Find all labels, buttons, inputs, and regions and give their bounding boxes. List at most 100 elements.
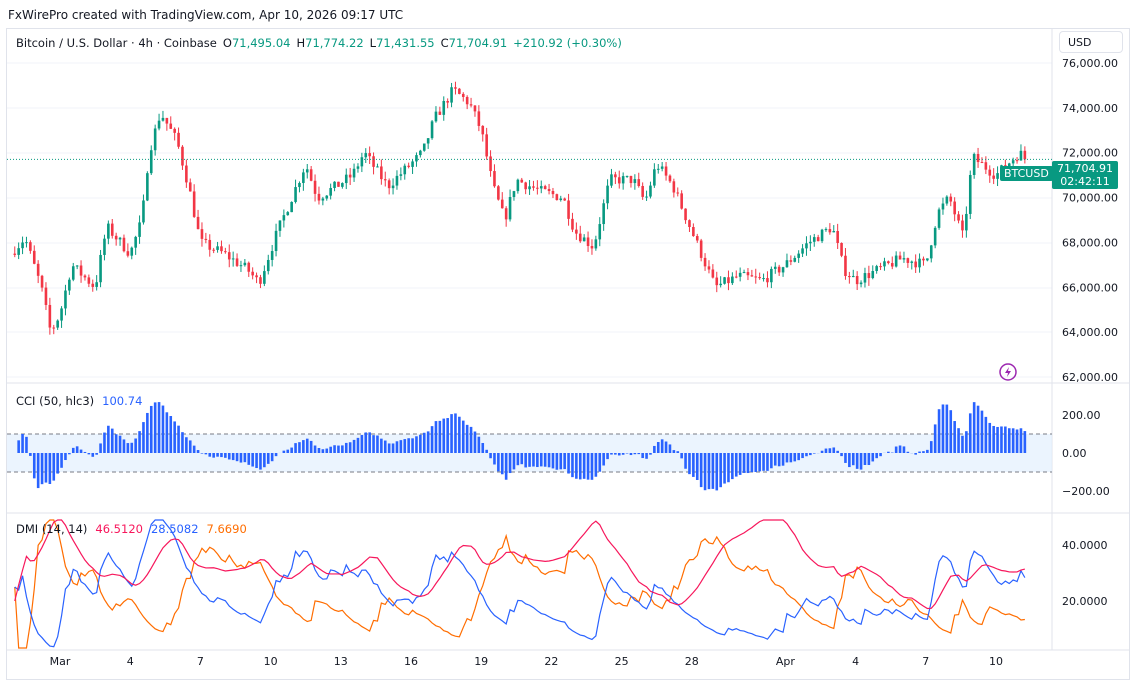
minus-di-value: 7.6690 [206, 522, 247, 536]
candle-body [130, 247, 134, 256]
candle-body [110, 223, 114, 236]
candle-body [602, 203, 605, 225]
candle-body [442, 100, 446, 115]
cci-bar [422, 432, 426, 453]
candle-body [656, 168, 660, 170]
price-axis-label: 68,000.00 [1062, 236, 1118, 249]
candle-body [29, 242, 32, 251]
candle-body [157, 120, 161, 129]
cci-bar [372, 435, 375, 453]
cci-bar [692, 453, 695, 477]
cci-bar [641, 453, 644, 459]
cci-bar [142, 422, 145, 453]
candle-body [867, 273, 871, 279]
candle-body [177, 132, 180, 147]
time-axis-label: 19 [474, 655, 488, 668]
candle-body [559, 198, 563, 201]
time-axis-label: 4 [127, 655, 134, 668]
minus-di-line [14, 519, 1025, 649]
cci-bar [777, 453, 781, 467]
candle-body [629, 175, 633, 184]
candle-body [859, 282, 863, 285]
cci-bar [914, 453, 917, 455]
candle-body [438, 111, 442, 115]
candle-body [941, 203, 945, 210]
cci-bar [497, 453, 500, 472]
candle-body [450, 87, 453, 103]
candle-body [968, 174, 972, 214]
price-axis-label: 66,000.00 [1062, 281, 1118, 294]
candle-body [855, 275, 859, 285]
chart-credit: FxWirePro created with TradingView.com, … [8, 8, 404, 22]
cci-bar [192, 445, 196, 453]
cci-bar [110, 428, 114, 453]
currency-button[interactable]: USD [1059, 31, 1123, 53]
cci-bar [887, 451, 890, 453]
candle-body [411, 161, 414, 167]
candle-body [259, 277, 262, 284]
time-axis-label: 22 [544, 655, 558, 668]
candle-body [91, 283, 95, 287]
candle-body [692, 227, 695, 237]
cci-bar [645, 453, 648, 459]
cci-bar [976, 405, 980, 453]
cci-bar [485, 449, 488, 453]
candle-body [649, 185, 652, 197]
candle-body [368, 153, 371, 157]
cci-bar [688, 453, 691, 475]
cci-bar [337, 445, 340, 453]
candle-body [957, 214, 960, 221]
candle-body [461, 93, 465, 97]
cci-bar [235, 453, 239, 462]
cci-bar [177, 425, 180, 453]
candle-body [25, 242, 28, 244]
price-axis-label: 72,000.00 [1062, 147, 1118, 160]
candle-body [871, 271, 875, 279]
icon-ring [999, 363, 1017, 381]
cci-bar [450, 414, 453, 453]
candle-body [48, 304, 52, 328]
cci-bar [532, 453, 535, 467]
candle-body [621, 176, 625, 184]
cci-bar [789, 453, 793, 463]
cci-bar [376, 435, 379, 453]
candle-body [352, 168, 356, 178]
candle-body [742, 272, 746, 274]
cci-bar [489, 453, 492, 459]
candle-body [578, 233, 582, 242]
chart-frame [6, 28, 1130, 680]
cci-bar [929, 441, 933, 453]
cci-bar [555, 453, 559, 470]
cci-bar [40, 453, 44, 485]
cci-bar [32, 453, 36, 479]
dmi-label: DMI (14, 14) [16, 522, 88, 536]
candle-body [239, 265, 243, 267]
candle-body [614, 174, 617, 178]
cci-bar [602, 453, 605, 466]
cci-axis-label: 200.00 [1062, 409, 1101, 422]
candle-body [407, 165, 410, 167]
cci-bar [785, 453, 789, 463]
cci-bar [383, 440, 387, 453]
cci-bar [415, 436, 418, 453]
cci-bar [75, 446, 79, 453]
cci-histogram [17, 402, 1027, 491]
adx-line [14, 519, 1026, 610]
cci-bar [996, 426, 999, 453]
candle-body [266, 259, 270, 272]
cci-label: CCI (50, hlc3) [16, 394, 95, 408]
candle-body [961, 220, 964, 231]
candle-body [454, 87, 457, 89]
candle-body [500, 199, 504, 209]
cci-bar [107, 425, 110, 453]
candle-body [750, 275, 754, 277]
candle-body [95, 282, 98, 287]
cci-bar [801, 453, 804, 459]
cci-bar [188, 440, 192, 453]
cci-bar [933, 424, 937, 453]
candle-body [469, 104, 473, 106]
cci-bar [848, 453, 851, 468]
cci-bar [181, 432, 184, 453]
cci-bar [364, 432, 368, 453]
